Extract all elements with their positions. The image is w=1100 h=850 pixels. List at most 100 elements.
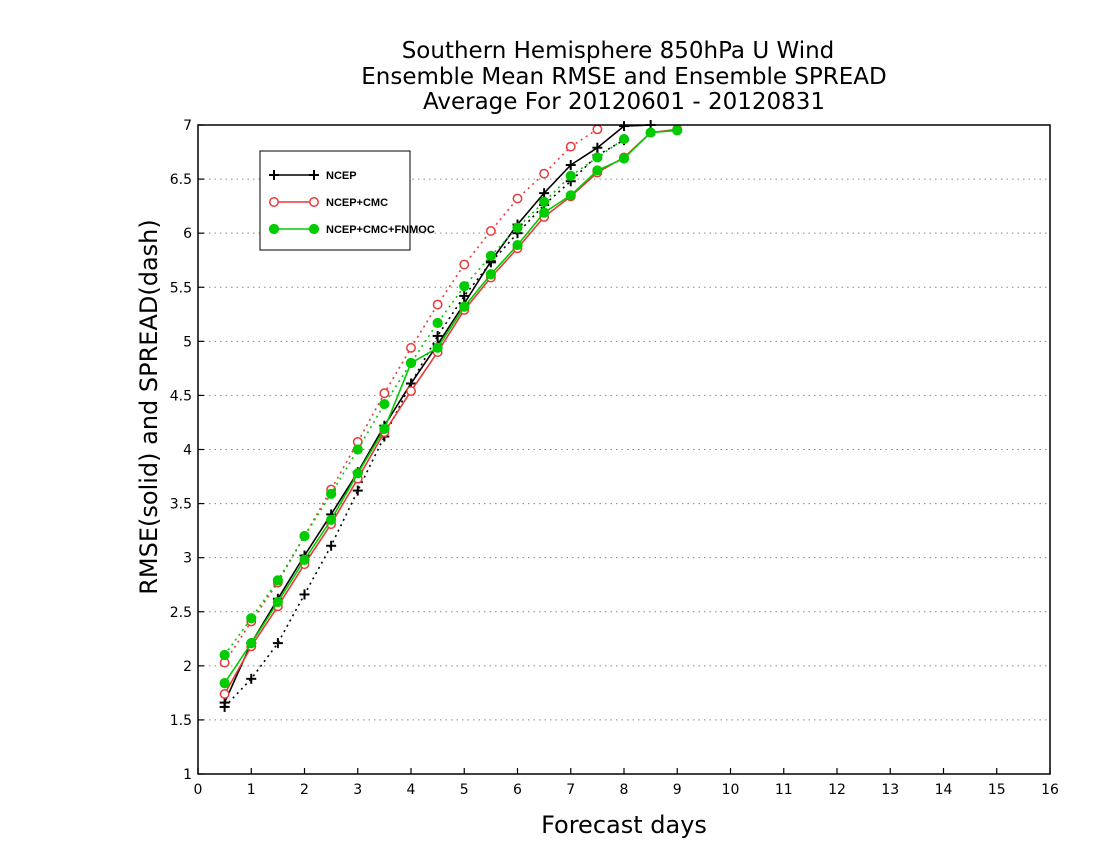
open-circle-marker [539, 168, 550, 179]
filled-circle-marker [485, 269, 496, 280]
filled-circle-marker [326, 488, 337, 499]
filled-circle-marker [246, 613, 257, 624]
x-tick-label: 11 [775, 782, 793, 798]
filled-circle-marker [592, 152, 603, 163]
y-tick-label: 6.5 [170, 172, 192, 188]
y-tick-label: 5.5 [170, 280, 192, 296]
y-tick-label: 2.5 [170, 605, 192, 621]
legend-item: NCEP+CMC+FNMOC [268, 223, 435, 236]
y-tick-label: 3.5 [170, 497, 192, 513]
filled-circle-marker [539, 207, 550, 218]
filled-circle-marker [459, 301, 470, 312]
filled-circle-marker [539, 196, 550, 207]
plus-marker [432, 330, 443, 341]
x-tick-label: 4 [407, 782, 416, 798]
filled-circle-marker [379, 423, 390, 435]
y-tick-label: 5 [183, 334, 192, 350]
legend-item: NCEP [269, 170, 357, 182]
x-tick-label: 0 [194, 782, 203, 798]
filled-circle-marker [432, 317, 443, 329]
legend-label: NCEP+CMC+FNMOC [326, 224, 435, 236]
open-circle-marker [432, 299, 443, 310]
filled-circle-marker [272, 596, 283, 608]
grid [198, 178, 1050, 721]
filled-circle-marker [459, 281, 470, 292]
series-line [224, 139, 625, 708]
filled-circle-marker [308, 223, 320, 235]
y-tick-label: 2 [183, 659, 192, 675]
legend-label: NCEP+CMC [326, 197, 388, 209]
x-tick-label: 7 [566, 782, 575, 798]
filled-circle-marker [299, 530, 310, 542]
x-tick-label: 14 [935, 782, 953, 798]
x-tick-label: 10 [722, 782, 740, 798]
open-circle-marker [485, 226, 496, 236]
open-circle-marker [219, 689, 230, 699]
open-circle-marker [406, 386, 416, 397]
open-circle-marker [269, 197, 279, 207]
legend: NCEP NCEP+CMC NCEP+CMC+FNMOC [259, 150, 435, 251]
filled-circle-marker [352, 444, 363, 455]
open-circle-marker [406, 342, 416, 353]
x-tick-label: 15 [988, 782, 1006, 798]
y-tick-label: 4.5 [170, 388, 192, 404]
filled-circle-marker [618, 153, 630, 164]
filled-circle-marker [485, 250, 496, 261]
filled-circle-marker [565, 190, 576, 201]
y-tick-label: 4 [183, 443, 192, 459]
plus-marker [219, 701, 230, 712]
y-tick-label: 6 [183, 226, 192, 242]
plus-marker [326, 540, 337, 551]
legend-box [259, 150, 411, 251]
series-layer [219, 120, 683, 712]
plus-marker [352, 485, 363, 496]
chart-title: Southern Hemisphere 850hPa U Wind Ensemb… [361, 38, 886, 115]
open-circle-marker [512, 193, 523, 204]
plus-marker [272, 638, 283, 649]
open-circle-marker [565, 141, 576, 152]
plus-marker [539, 188, 550, 199]
series-spread [219, 133, 630, 661]
open-circle-marker [459, 259, 470, 270]
x-tick-label: 6 [513, 782, 522, 798]
axis-ticks: 11.522.533.544.555.566.570 1 2 3 4 5 6 7 8 9 10 11 1… [170, 118, 1059, 798]
filled-circle-marker [352, 468, 363, 479]
filled-circle-marker [512, 222, 523, 233]
filled-circle-marker [219, 649, 230, 661]
chart-title-line-2: Ensemble Mean RMSE and Ensemble SPREAD [361, 64, 886, 90]
x-tick-label: 5 [460, 782, 469, 798]
x-tick-label: 9 [673, 782, 682, 798]
y-tick-label: 3 [183, 551, 192, 567]
x-tick-label: 3 [353, 782, 362, 798]
filled-circle-marker [219, 678, 230, 689]
plus-marker [269, 170, 279, 180]
plus-marker [459, 290, 470, 301]
plus-marker [565, 160, 576, 171]
plus-marker [246, 673, 257, 684]
filled-circle-marker [512, 239, 523, 251]
legend-item: NCEP+CMC [269, 197, 388, 209]
y-tick-label: 1 [183, 767, 192, 783]
legend-label: NCEP [326, 170, 357, 182]
x-tick-label: 2 [300, 782, 309, 798]
open-circle-marker [309, 197, 319, 207]
y-tick-label: 7 [183, 118, 192, 134]
filled-circle-marker [672, 125, 683, 136]
filled-circle-marker [268, 223, 280, 235]
filled-circle-marker [645, 127, 656, 138]
open-circle-marker [592, 124, 603, 135]
filled-circle-marker [246, 638, 257, 649]
filled-circle-marker [592, 165, 603, 176]
filled-circle-marker [272, 575, 283, 586]
plus-marker [309, 170, 319, 180]
filled-circle-marker [618, 133, 630, 145]
filled-circle-marker [299, 554, 310, 565]
filled-circle-marker [326, 514, 337, 525]
x-tick-label: 8 [620, 782, 629, 798]
x-tick-label: 13 [881, 782, 899, 798]
x-tick-label: 12 [828, 782, 846, 798]
x-axis-label: Forecast days [541, 811, 707, 839]
y-axis-label: RMSE(solid) and SPREAD(dash) [135, 219, 163, 595]
filled-circle-marker [405, 357, 417, 369]
